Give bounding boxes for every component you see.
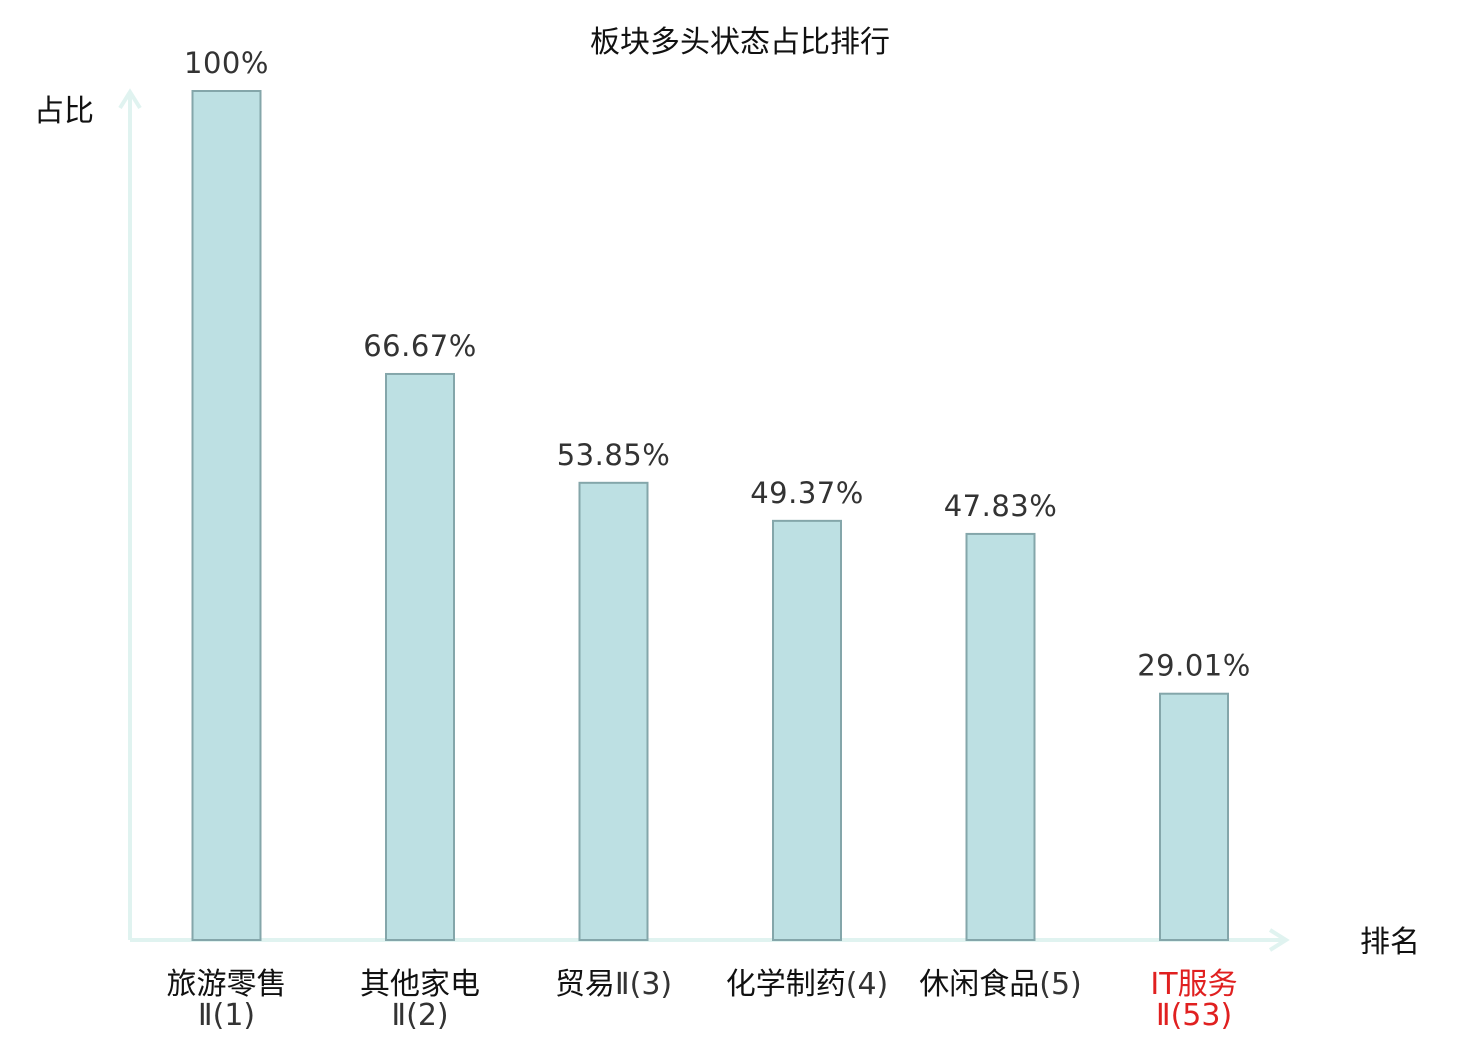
value-label-5: 47.83%: [944, 489, 1058, 523]
value-labels: 100% 66.67% 53.85% 49.37% 47.83% 29.01%: [184, 46, 1251, 683]
category-name-1: 旅游零售: [167, 967, 287, 1002]
category-label-4: 化学制药(4): [726, 967, 889, 1002]
value-label-2: 66.67%: [363, 329, 477, 363]
category-rank: (5): [1039, 967, 1082, 1002]
bars: [191, 90, 1229, 942]
value-label-3: 53.85%: [557, 438, 671, 472]
bar-4: [772, 519, 842, 941]
y-axis-arrow-icon: [118, 88, 142, 110]
bar-1: [191, 90, 262, 941]
category-rank-6: Ⅱ(53): [1156, 998, 1232, 1033]
bar-2: [385, 372, 455, 942]
chart-title: 板块多头状态占比排行: [590, 25, 890, 60]
category-name-6: IT服务: [1150, 967, 1237, 1002]
axes: [118, 88, 1290, 952]
value-label-4: 49.37%: [750, 476, 864, 510]
category-label-5: 休闲食品(5): [919, 967, 1082, 1002]
category-rank: (4): [846, 967, 889, 1002]
category-name: 贸易: [555, 967, 615, 1002]
category-rank-1: Ⅱ(1): [198, 998, 255, 1033]
bar-3: [578, 481, 649, 941]
x-axis-label: 排名: [1360, 925, 1420, 960]
value-label-1: 100%: [184, 46, 269, 80]
category-name: 化学制药: [726, 967, 846, 1002]
bar-6: [1159, 692, 1229, 941]
category-rank-2: Ⅱ(2): [391, 998, 448, 1033]
category-name-2: 其他家电: [360, 967, 480, 1002]
y-axis-label: 占比: [34, 94, 94, 129]
value-label-6: 29.01%: [1137, 649, 1251, 683]
x-axis-arrow-icon: [1268, 928, 1290, 952]
bar-5: [965, 532, 1036, 941]
category-name: 休闲食品: [919, 967, 1039, 1002]
category-label-3: 贸易Ⅱ(3): [555, 967, 672, 1002]
category-rank: Ⅱ(3): [615, 967, 672, 1002]
